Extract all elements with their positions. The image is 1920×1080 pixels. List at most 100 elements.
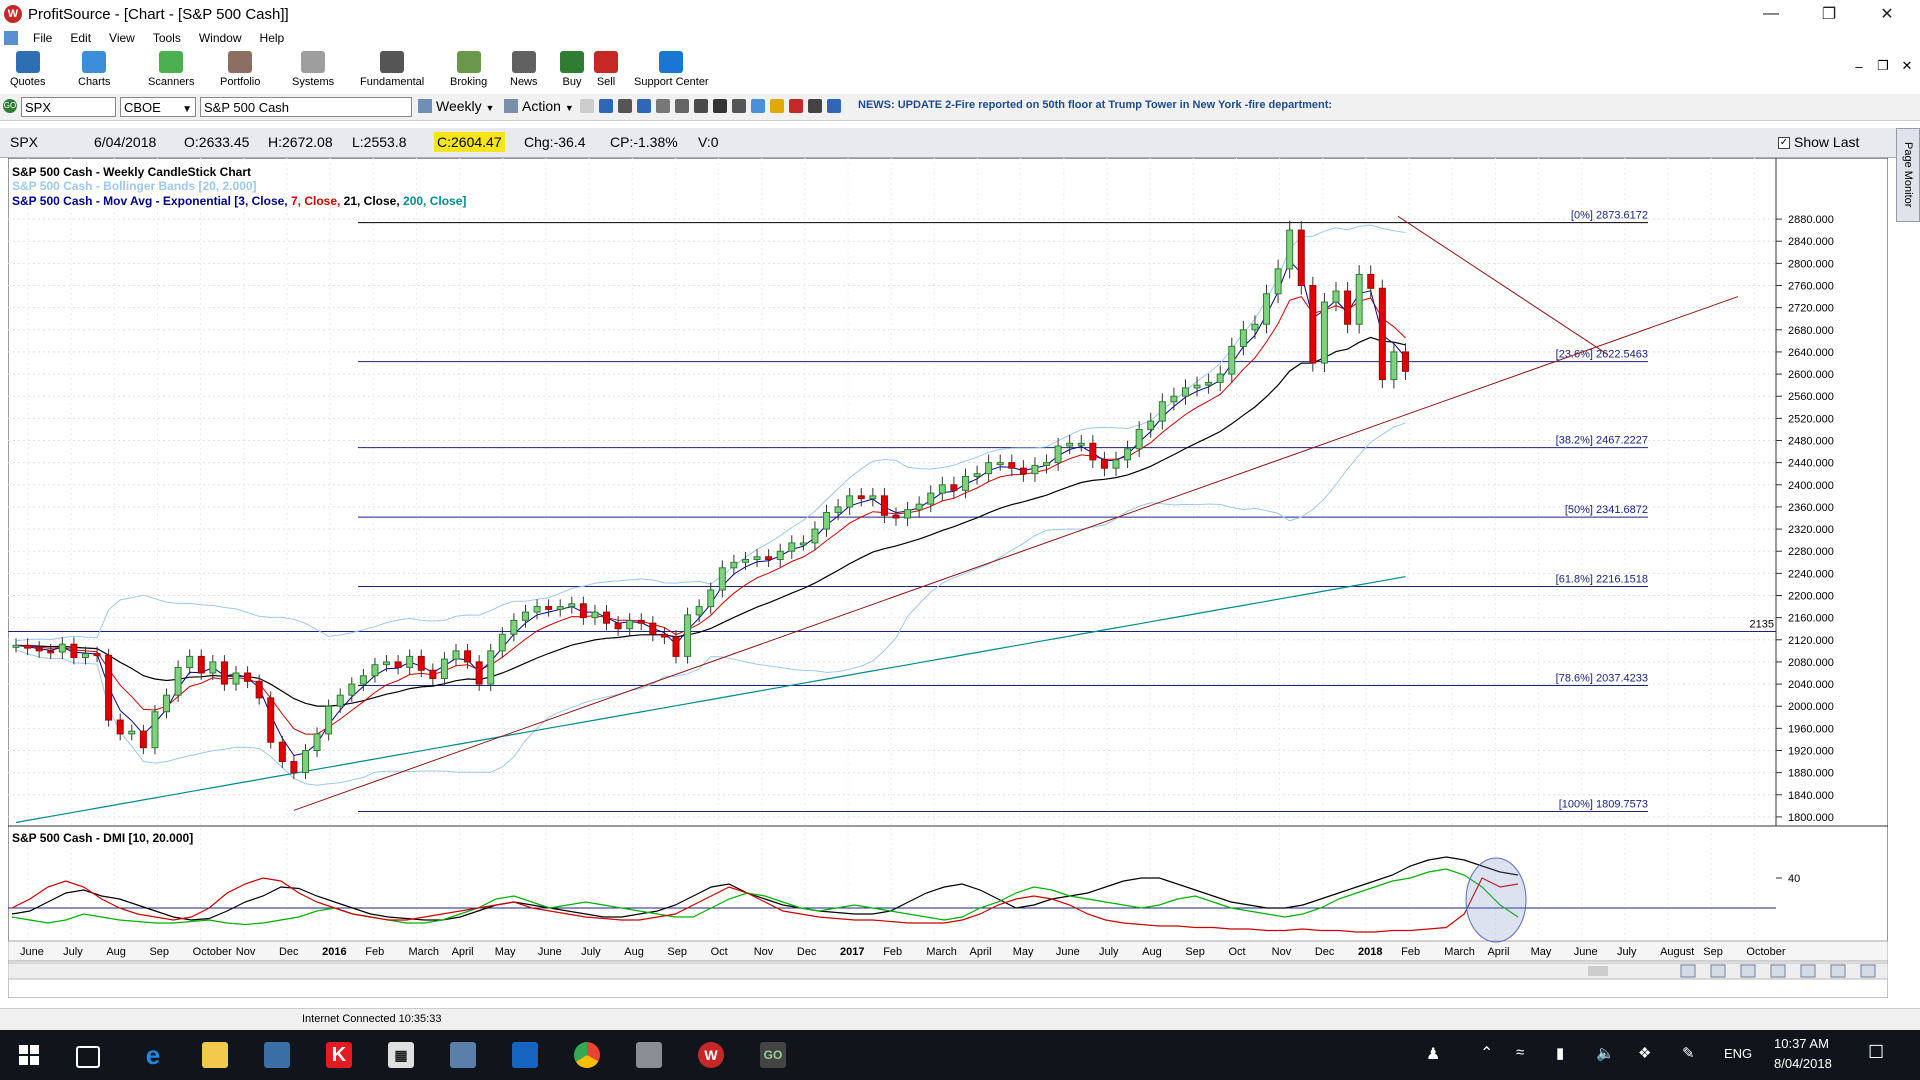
action-menu[interactable]: Action ▼: [522, 98, 574, 114]
profitsource-icon[interactable]: W: [698, 1042, 724, 1068]
fibonacci-label: [78.6%] 2037.4233: [1556, 672, 1648, 684]
language-indicator[interactable]: ENG: [1724, 1046, 1753, 1061]
candle: [348, 683, 356, 696]
candle: [718, 567, 726, 591]
charts-button[interactable]: Charts: [78, 48, 110, 88]
volume-icon[interactable]: 🔈: [1596, 1045, 1615, 1062]
menu-file[interactable]: File: [33, 31, 53, 45]
scanners-button[interactable]: Scanners: [148, 48, 194, 88]
tag-tool-icon[interactable]: [808, 99, 822, 113]
windows-start-icon[interactable]: [16, 1042, 42, 1068]
mdi-minimize-button[interactable]: –: [1855, 58, 1863, 74]
fundamental-button[interactable]: Fundamental: [360, 48, 424, 88]
ema-legend: S&P 500 Cash - Mov Avg - Exponential [3,…: [12, 194, 466, 208]
menu-tools[interactable]: Tools: [152, 31, 181, 45]
quote-symbol: SPX: [10, 134, 39, 150]
close-button[interactable]: ✕: [1880, 6, 1894, 23]
broking-button[interactable]: Broking: [450, 48, 487, 88]
people-icon[interactable]: ♟: [1426, 1046, 1441, 1063]
favorite-star-icon[interactable]: [770, 99, 784, 113]
clock-time[interactable]: 10:37 AM: [1774, 1036, 1829, 1051]
period-select[interactable]: Weekly ▼: [436, 98, 494, 114]
chart-type-tool-icon[interactable]: [618, 99, 632, 113]
support-center-button[interactable]: Support Center: [634, 48, 709, 88]
task-view-icon[interactable]: [76, 1046, 100, 1068]
calculator-icon[interactable]: ▦: [388, 1042, 414, 1068]
menu-bar: File Edit View Tools Window Help – ❐ ✕: [0, 28, 1920, 74]
broking-icon: [456, 51, 481, 73]
candle: [741, 559, 749, 563]
zoom-tool-icon[interactable]: [637, 99, 651, 113]
chevron-up-icon[interactable]: ⌃: [1480, 1045, 1494, 1062]
scroll-control-button: [1800, 964, 1816, 978]
app-logo-icon: W: [4, 5, 22, 23]
chrome-icon[interactable]: [574, 1042, 600, 1068]
candle: [765, 556, 773, 561]
candle: [452, 650, 460, 660]
date-tick-label: August: [1660, 946, 1694, 958]
show-last-toggle[interactable]: ✓ Show Last: [1778, 134, 1859, 150]
template-tool-icon[interactable]: [656, 99, 670, 113]
kmart-app-icon[interactable]: K: [326, 1042, 352, 1068]
candle: [1043, 462, 1051, 466]
exchange-select[interactable]: CBOE ▼: [120, 97, 196, 117]
edge-browser-icon[interactable]: e: [145, 1039, 161, 1070]
idea-tool-icon[interactable]: [751, 99, 765, 113]
quotes-button[interactable]: Quotes: [10, 48, 45, 88]
go-icon[interactable]: GO: [3, 99, 17, 113]
link-tool-icon[interactable]: [732, 99, 746, 113]
candle: [1019, 467, 1027, 475]
news-ticker[interactable]: NEWS: UPDATE 2-Fire reported on 50th flo…: [858, 99, 1333, 111]
menu-help[interactable]: Help: [259, 31, 285, 45]
candle: [139, 730, 147, 749]
candle: [672, 636, 680, 657]
notifications-icon[interactable]: ☐: [1868, 1042, 1885, 1062]
pen-icon[interactable]: ✎: [1682, 1045, 1695, 1062]
candle: [857, 495, 865, 500]
page-monitor-tab[interactable]: Page Monitor: [1896, 128, 1920, 222]
minimize-button[interactable]: —: [1763, 5, 1779, 22]
security-name-field[interactable]: S&P 500 Cash: [200, 97, 412, 117]
menu-view[interactable]: View: [109, 31, 135, 45]
symbol-input[interactable]: SPX: [21, 97, 116, 117]
date-tick-label: Sep: [149, 946, 169, 958]
restore-button[interactable]: ❐: [1821, 6, 1837, 23]
candle: [81, 653, 89, 658]
camera-app-icon[interactable]: [636, 1042, 662, 1068]
date-tick-label: 2017: [840, 946, 864, 958]
clock-date[interactable]: 8/04/2018: [1774, 1056, 1832, 1071]
menu-edit[interactable]: Edit: [70, 31, 92, 45]
mdi-close-button[interactable]: ✕: [1901, 58, 1913, 73]
defender-shield-icon[interactable]: [512, 1042, 538, 1068]
buy-icon: [560, 51, 584, 73]
wifi-icon[interactable]: ≈: [1516, 1044, 1525, 1061]
date-tick-label: March: [408, 946, 439, 958]
systems-button[interactable]: Systems: [292, 48, 334, 88]
ema-legend-param: 21, Close,: [340, 194, 399, 208]
date-tick-label: 2018: [1358, 946, 1382, 958]
crosshair-tool-icon[interactable]: [599, 99, 613, 113]
blank-tool-icon[interactable]: [580, 99, 594, 113]
dropbox-icon[interactable]: ❖: [1638, 1045, 1652, 1062]
sell-icon: [594, 51, 618, 73]
arrow-tool-icon[interactable]: [789, 99, 803, 113]
print-tool-icon[interactable]: [675, 99, 689, 113]
weather-app-icon[interactable]: [450, 1042, 476, 1068]
mdi-restore-button[interactable]: ❐: [1877, 58, 1889, 73]
menu-window[interactable]: Window: [198, 31, 242, 45]
go-app-icon[interactable]: GO: [760, 1042, 786, 1068]
buy-button[interactable]: Buy: [560, 48, 584, 88]
news-button[interactable]: News: [510, 48, 538, 88]
battery-icon[interactable]: ▮: [1556, 1045, 1565, 1062]
date-tick-label: July: [1099, 946, 1119, 958]
portfolio-button[interactable]: Portfolio: [220, 48, 260, 88]
date-tick-label: Sep: [1703, 946, 1723, 958]
candle: [1124, 448, 1132, 461]
hammer-tool-icon[interactable]: [694, 99, 708, 113]
pen-tool-icon[interactable]: [827, 99, 841, 113]
store-icon[interactable]: [264, 1042, 290, 1068]
indicator-tool-icon[interactable]: [713, 99, 727, 113]
file-explorer-icon[interactable]: [202, 1042, 228, 1068]
chart-title: S&P 500 Cash - Weekly CandleStick Chart: [12, 165, 251, 179]
sell-button[interactable]: Sell: [594, 48, 618, 88]
